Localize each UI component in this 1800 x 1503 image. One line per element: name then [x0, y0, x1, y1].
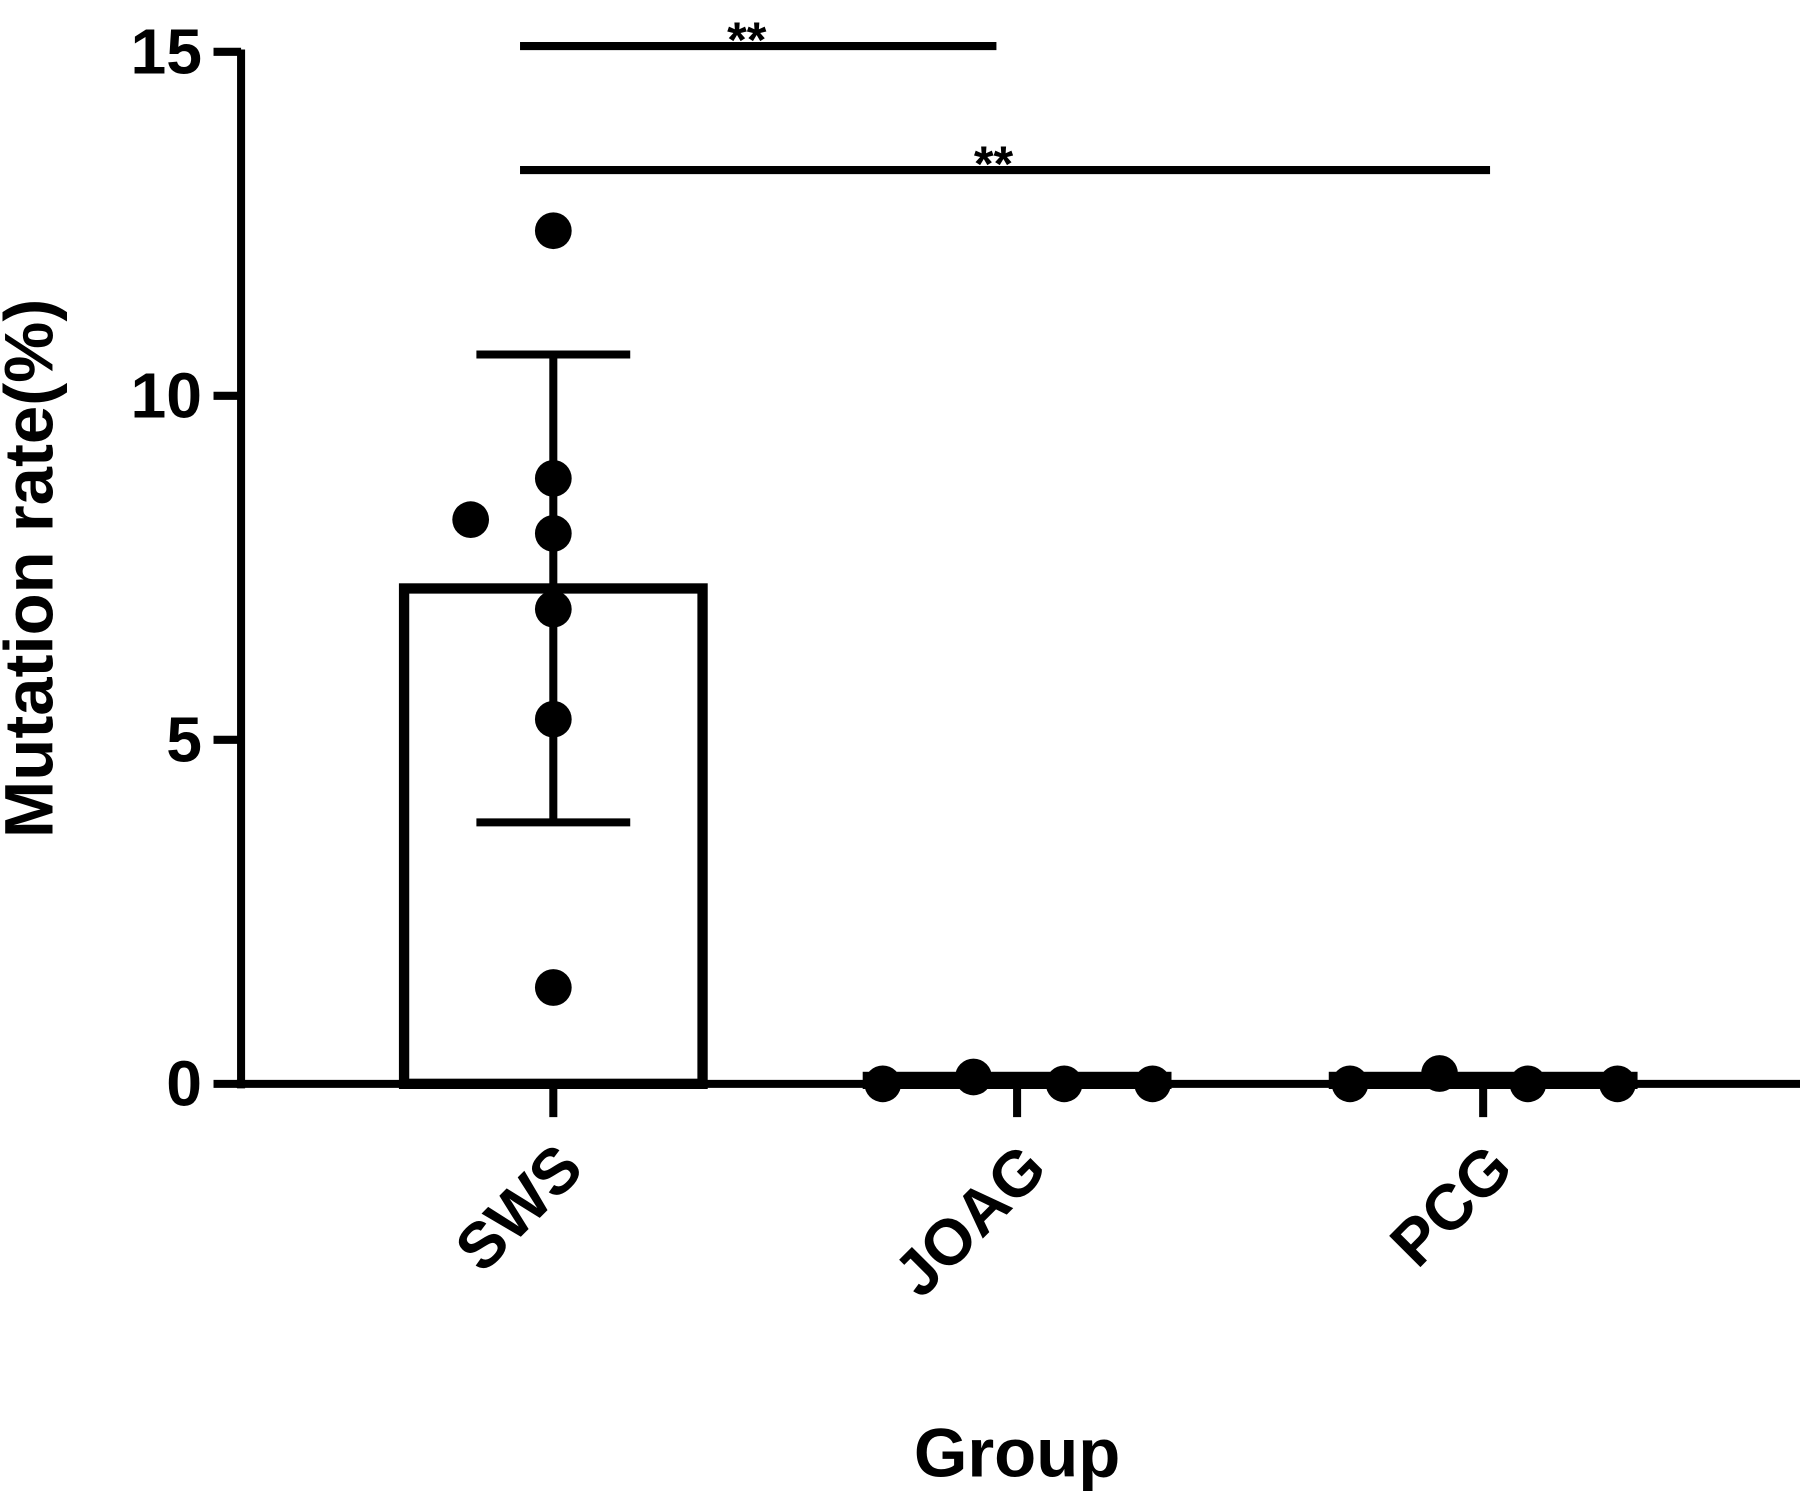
data-point [534, 700, 572, 738]
x-tick-label: PCG [1376, 1131, 1525, 1280]
data-point [1045, 1065, 1083, 1103]
data-point [534, 969, 572, 1006]
y-tick-label: 10 [131, 359, 202, 431]
data-point [534, 460, 572, 497]
x-axis-title: Group [914, 1414, 1121, 1491]
y-tick-label: 0 [166, 1047, 202, 1119]
data-point [1134, 1065, 1171, 1103]
bar [1328, 1071, 1638, 1089]
x-tick-label: JOAG [880, 1131, 1060, 1311]
data-point [534, 590, 572, 628]
data-point [1599, 1065, 1636, 1103]
data-point [1509, 1065, 1547, 1103]
data-point [955, 1058, 992, 1096]
significance-label: ** [974, 135, 1014, 192]
data-point [1421, 1055, 1458, 1092]
data-point [452, 501, 490, 539]
y-tick-label: 15 [131, 15, 202, 87]
y-tick-label: 5 [166, 703, 202, 775]
bar [862, 1071, 1172, 1089]
data-point [534, 212, 572, 250]
x-tick-label: SWS [441, 1131, 595, 1285]
data-point [1331, 1065, 1369, 1103]
data-point [534, 515, 572, 552]
significance-label: ** [727, 11, 767, 68]
data-point [864, 1065, 902, 1103]
y-axis-title: Mutation rate(%) [0, 299, 68, 838]
